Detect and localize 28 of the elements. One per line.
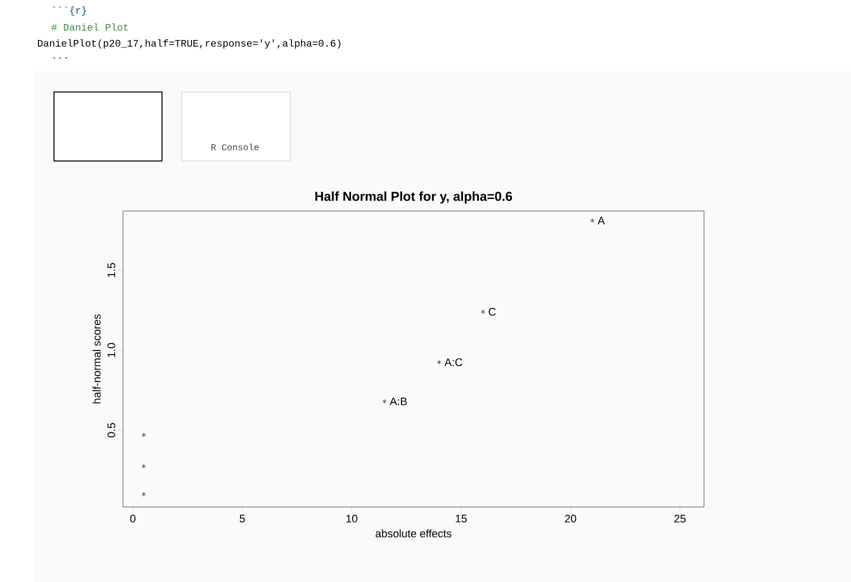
text: ``` [53,57,68,59]
x-tick-label: 20 [564,514,576,523]
annotation: A [598,216,605,224]
annotation: C [488,308,496,316]
text: ```{r} [53,6,86,16]
annotation: A:B [390,398,407,406]
annotation: A:C [444,358,462,366]
x-tick-label: 15 [456,514,467,522]
y-axis-title: half-normal scores [92,314,101,404]
point [437,360,442,365]
point [142,492,146,497]
x-tick-label: 0 [130,514,136,523]
text: R Console [211,144,259,150]
y-tick-label: 1.0 [107,343,116,357]
point [382,399,387,404]
x-tick-label: 25 [674,514,686,523]
point [142,432,146,438]
y-tick-label: 0.5 [107,423,116,438]
point [480,309,486,314]
text: # Daniel Plot [51,23,128,31]
y-tick-label: 1.5 [108,263,116,277]
point [590,218,594,223]
chart-title: Half Normal Plot for y, alpha=0.6 [315,191,512,204]
text: DanielPlot(p20_17,half=TRUE,response='y',alpha=0.6) [38,39,340,49]
x-tick-label: 10 [346,514,358,523]
x-tick-label: 5 [240,514,245,522]
x-axis-title: absolute effects [376,529,452,538]
point [142,464,146,469]
